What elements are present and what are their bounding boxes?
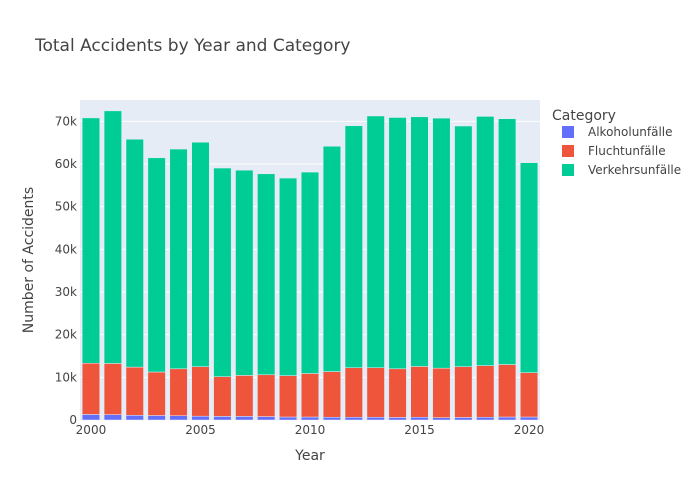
- bar-verkehrsunf-lle-2020: [520, 162, 539, 373]
- bar-verkehrsunf-lle-2012: [344, 125, 363, 368]
- legend-item-label: Alkoholunfälle: [588, 125, 673, 139]
- bar-fluchtunf-lle-2004: [169, 368, 188, 416]
- bar-verkehrsunf-lle-2010: [300, 171, 320, 374]
- bar-verkehrsunf-lle-2004: [169, 148, 188, 370]
- bar-fluchtunf-lle-2010: [300, 373, 320, 418]
- bar-alkoholunf-lle-2010: [300, 416, 320, 421]
- bar-fluchtunf-lle-2002: [125, 366, 144, 416]
- x-tick-label: 2015: [404, 423, 435, 437]
- legend-title: Category: [552, 108, 616, 124]
- y-tick-label: 60k: [55, 157, 77, 171]
- bar-alkoholunf-lle-2011: [322, 416, 341, 421]
- x-tick-label: 2005: [185, 423, 216, 437]
- bar-verkehrsunf-lle-2008: [257, 173, 276, 376]
- bar-verkehrsunf-lle-2016: [432, 117, 451, 369]
- bar-fluchtunf-lle-2020: [520, 372, 539, 418]
- bar-fluchtunf-lle-2009: [279, 375, 298, 418]
- bar-verkehrsunf-lle-2014: [388, 117, 407, 370]
- bar-alkoholunf-lle-2014: [388, 417, 407, 421]
- x-tick-label: 2000: [76, 423, 107, 437]
- legend-item-label: Verkehrsunfälle: [588, 163, 681, 177]
- bar-alkoholunf-lle-2004: [169, 415, 188, 421]
- bar-verkehrsunf-lle-2018: [476, 116, 495, 366]
- y-axis-title: Number of Accidents: [21, 187, 37, 333]
- legend: Category Alkoholunfälle Fluchtunfälle Verk…: [552, 108, 681, 177]
- legend-swatch: [562, 126, 574, 138]
- bar-alkoholunf-lle-2005: [191, 415, 210, 421]
- bar-fluchtunf-lle-2001: [103, 363, 122, 415]
- bar-verkehrsunf-lle-2009: [279, 177, 298, 376]
- bar-alkoholunf-lle-2003: [147, 415, 166, 421]
- bar-fluchtunf-lle-2005: [191, 366, 210, 417]
- x-axis-title: Year: [294, 448, 325, 464]
- bar-alkoholunf-lle-2017: [454, 417, 473, 421]
- y-tick-label: 40k: [55, 242, 77, 256]
- bar-alkoholunf-lle-2019: [498, 416, 517, 421]
- bar-verkehrsunf-lle-2013: [366, 115, 385, 368]
- bar-fluchtunf-lle-2017: [454, 366, 473, 418]
- x-tick-label: 2020: [514, 423, 545, 437]
- bar-verkehrsunf-lle-2003: [147, 157, 166, 373]
- y-tick-label: 30k: [55, 285, 77, 299]
- bar-alkoholunf-lle-2001: [103, 414, 122, 421]
- bar-alkoholunf-lle-2012: [344, 416, 363, 421]
- bar-verkehrsunf-lle-2002: [125, 139, 144, 368]
- y-tick-label: 10k: [55, 370, 77, 384]
- chart-title: Total Accidents by Year and Category: [34, 36, 351, 56]
- x-tick-label: 2010: [295, 423, 326, 437]
- bar-fluchtunf-lle-2011: [322, 371, 341, 418]
- bar-fluchtunf-lle-2014: [388, 368, 407, 418]
- bar-fluchtunf-lle-2003: [147, 371, 166, 416]
- y-axis-ticks: 0 10k 20k 30k 40k 50k 60k 70k: [55, 114, 77, 427]
- bar-fluchtunf-lle-2006: [213, 376, 232, 417]
- bar-fluchtunf-lle-2013: [366, 367, 385, 418]
- bar-fluchtunf-lle-2018: [476, 365, 495, 418]
- bar-alkoholunf-lle-2013: [366, 416, 385, 421]
- bar-alkoholunf-lle-2007: [235, 416, 254, 421]
- bar-fluchtunf-lle-2019: [498, 364, 517, 418]
- bar-alkoholunf-lle-2008: [257, 416, 276, 421]
- legend-item-label: Fluchtunfälle: [588, 144, 666, 158]
- bar-verkehrsunf-lle-2007: [235, 169, 254, 376]
- bar-verkehrsunf-lle-2015: [410, 116, 429, 367]
- y-tick-label: 50k: [55, 200, 77, 214]
- legend-swatch: [562, 145, 574, 157]
- bar-fluchtunf-lle-2007: [235, 375, 254, 417]
- bar-fluchtunf-lle-2008: [257, 374, 276, 417]
- x-axis-ticks: 2000 2005 2010 2015 2020: [76, 423, 545, 437]
- bar-alkoholunf-lle-2016: [432, 417, 451, 421]
- bar-verkehrsunf-lle-2006: [213, 167, 232, 377]
- bars: [81, 110, 539, 421]
- bar-alkoholunf-lle-2002: [125, 415, 144, 421]
- y-tick-label: 70k: [55, 114, 77, 128]
- bar-verkehrsunf-lle-2005: [191, 141, 210, 367]
- y-tick-label: 0: [69, 413, 77, 427]
- bar-alkoholunf-lle-2015: [410, 416, 429, 421]
- legend-swatch: [562, 164, 574, 176]
- y-tick-label: 20k: [55, 328, 77, 342]
- bar-verkehrsunf-lle-2017: [454, 125, 473, 367]
- bar-alkoholunf-lle-2009: [279, 416, 298, 421]
- bar-verkehrsunf-lle-2011: [322, 146, 341, 372]
- bar-fluchtunf-lle-2015: [410, 366, 429, 418]
- bar-verkehrsunf-lle-2001: [103, 110, 122, 364]
- bar-alkoholunf-lle-2020: [520, 416, 539, 421]
- bar-alkoholunf-lle-2000: [81, 414, 100, 421]
- bar-alkoholunf-lle-2018: [476, 416, 495, 421]
- bar-verkehrsunf-lle-2019: [498, 118, 517, 365]
- bar-fluchtunf-lle-2016: [432, 367, 451, 418]
- bar-verkehrsunf-lle-2000: [81, 117, 100, 364]
- bar-fluchtunf-lle-2012: [344, 367, 363, 418]
- bar-fluchtunf-lle-2000: [81, 363, 100, 415]
- bar-alkoholunf-lle-2006: [213, 416, 232, 421]
